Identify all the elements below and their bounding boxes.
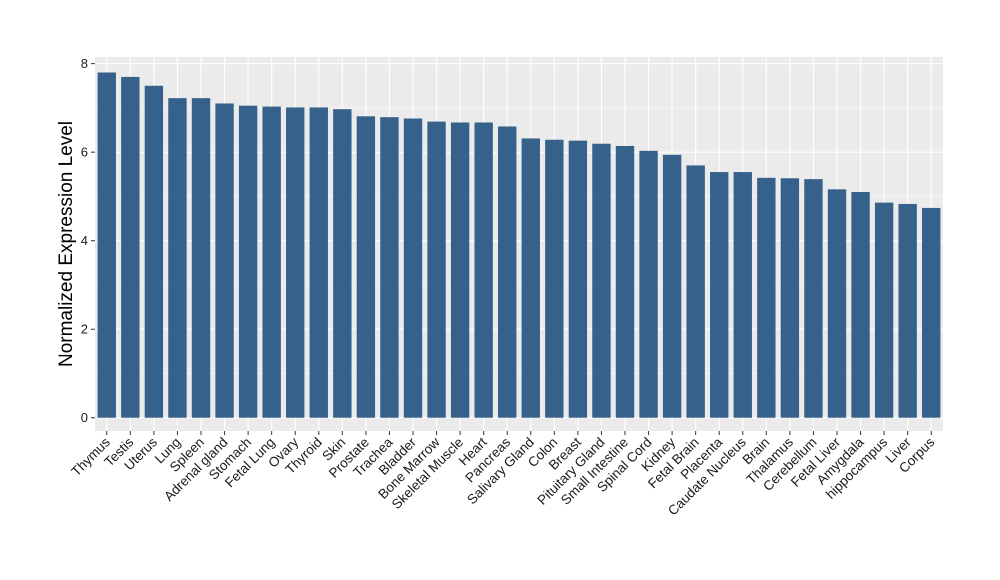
bar [427,121,446,418]
plot-panel [95,57,943,431]
bar [333,109,352,418]
y-axis: 0 2 4 6 8 [81,56,95,425]
bar [733,172,752,418]
bar [191,98,211,418]
bar [450,122,470,418]
bar [827,189,847,418]
bar [309,107,328,418]
bar [922,207,941,418]
bar [662,154,682,418]
y-tick-label: 8 [81,56,88,71]
bar [498,126,517,418]
y-tick-label: 6 [81,145,88,160]
bar [356,116,376,418]
bar [238,105,258,418]
bar [403,118,423,418]
bars-group [97,72,941,418]
bar [615,145,635,418]
bar [144,85,164,418]
bar [686,165,705,418]
y-tick-label: 0 [81,410,88,425]
y-tick-label: 4 [81,233,88,248]
bar [262,106,281,418]
y-axis-label: Normalized Expression Level [56,121,77,367]
bar [639,150,658,418]
bar [851,191,870,418]
bar [780,178,800,418]
bar [97,72,116,418]
bar [474,122,493,418]
bar [521,138,540,418]
bar [874,202,894,418]
bar [757,177,776,418]
bar [592,143,611,418]
bar [804,179,823,418]
bar [710,172,729,418]
bar [568,140,588,418]
bar [168,98,187,418]
bar [898,203,917,418]
bar [121,76,140,418]
bar [380,117,399,418]
bar [215,103,234,418]
bar [545,139,564,418]
bar [286,107,305,418]
y-tick-label: 2 [81,322,88,337]
